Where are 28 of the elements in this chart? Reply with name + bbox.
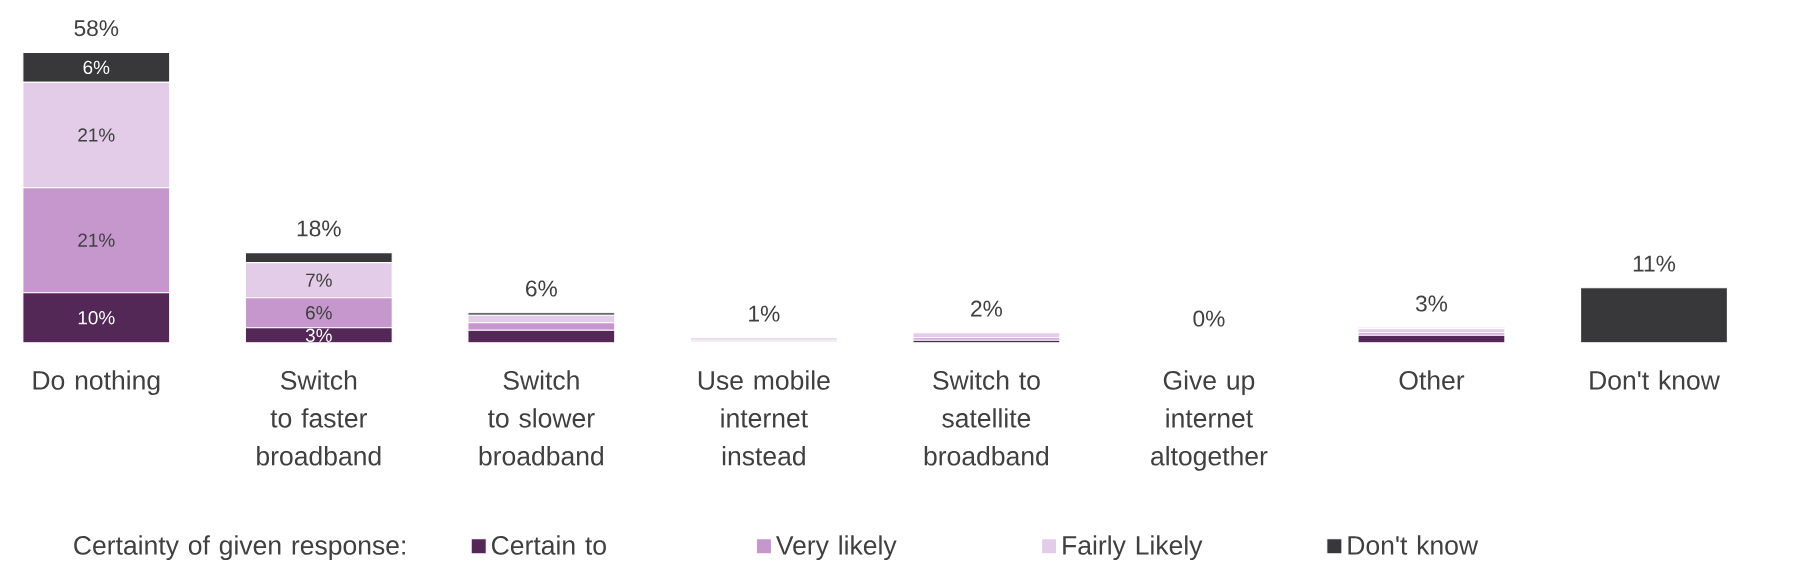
x-tick-label: Other <box>1399 370 1465 390</box>
data-label: 3% <box>305 328 332 343</box>
x-tick-label: Give up internet altogether <box>1151 370 1268 471</box>
data-label: 21% <box>78 128 115 142</box>
x-tick-label: Do nothing <box>33 370 160 396</box>
total-label: 18% <box>297 220 341 237</box>
total-label: 3% <box>1415 295 1448 312</box>
legend-label: Very likely <box>775 535 897 561</box>
total-label: 58% <box>74 20 119 37</box>
total-label: 11% <box>1633 255 1676 272</box>
data-label: 21% <box>78 233 115 247</box>
data-label: 7% <box>306 273 332 287</box>
total-label: 0% <box>1193 310 1225 327</box>
x-tick-label: Switch to slower broadband <box>479 370 603 466</box>
legend-label: Certain to <box>491 535 606 555</box>
total-label: 6% <box>526 280 557 297</box>
x-tick-label: Switch to faster broadband <box>257 370 381 466</box>
data-label: 6% <box>83 60 110 75</box>
total-label: 2% <box>971 300 1003 317</box>
legend-label: Don't know <box>1348 535 1479 555</box>
data-label: 10% <box>78 311 115 325</box>
legend-label: Fairly Likely <box>1063 535 1203 561</box>
x-tick-label: Use mobile internet instead <box>698 370 830 466</box>
x-tick-label: Don't know <box>1590 370 1720 390</box>
data-label: 6% <box>306 306 332 320</box>
x-tick-label: Switch to satellite broadband <box>924 370 1049 466</box>
total-label: 1% <box>749 305 780 322</box>
legend-title: Certainty of given response: <box>74 535 405 561</box>
